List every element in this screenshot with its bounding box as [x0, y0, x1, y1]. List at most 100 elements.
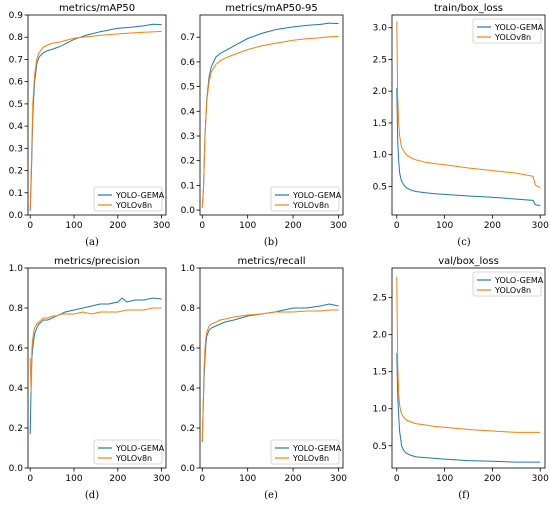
y-tick-label: 0.0	[9, 211, 24, 221]
y-tick-label: 2.5	[373, 55, 387, 65]
x-tick-label: 300	[153, 221, 170, 231]
legend-entry: YOLO-GEMA	[494, 276, 544, 285]
legend-entry: YOLOv8n	[115, 201, 152, 210]
y-tick-label: 0.8	[181, 304, 196, 314]
y-tick-label: 0.2	[9, 424, 23, 434]
y-tick-label: 0.6	[181, 58, 196, 68]
y-tick-label: 0.7	[181, 33, 195, 43]
x-tick-label: 100	[239, 474, 256, 484]
legend-entry: YOLOv8n	[494, 33, 531, 42]
legend-entry: YOLO-GEMA	[494, 23, 544, 32]
x-tick-label: 200	[484, 221, 501, 231]
y-tick-label: 0.3	[9, 144, 23, 154]
y-tick-label: 0.2	[181, 157, 195, 167]
y-tick-label: 0.4	[9, 122, 24, 132]
series-line-yolo-gema	[201, 303, 339, 443]
x-tick-label: 0	[27, 474, 33, 484]
series-line-yolo-gema	[29, 297, 162, 435]
panel-label: (b)	[264, 237, 278, 248]
x-tick-label: 100	[65, 474, 82, 484]
x-tick-label: 300	[532, 221, 549, 231]
axes-frame	[391, 14, 546, 216]
y-tick-label: 0.0	[181, 206, 196, 216]
y-tick-label: 0.0	[9, 464, 24, 474]
y-tick-label: 0.5	[373, 442, 387, 452]
panel-label: (a)	[85, 237, 99, 248]
legend-entry: YOLO-GEMA	[292, 191, 342, 200]
x-tick-label: 300	[532, 474, 549, 484]
x-tick-label: 0	[199, 221, 205, 231]
y-tick-label: 0.5	[181, 83, 195, 93]
legend-entry: YOLO-GEMA	[115, 444, 165, 453]
y-tick-label: 2.0	[373, 87, 388, 97]
axes-frame	[27, 267, 167, 469]
chart-title: val/box_loss	[438, 256, 499, 267]
y-tick-label: 0.7	[9, 55, 23, 65]
series-line-yolov8n	[201, 309, 339, 443]
series-line-yolov8n	[201, 36, 339, 208]
y-tick-label: 0.2	[9, 167, 23, 177]
panel-1: metrics/mAP50 0 100 200 300 0.0 0.1 0.2 0.3 0.4 0.…	[9, 3, 171, 248]
series-line-yolov8n	[396, 21, 541, 189]
y-tick-label: 0.8	[9, 304, 24, 314]
y-tick-label: 0.5	[9, 100, 23, 110]
y-tick-label: 0.5	[373, 182, 387, 192]
y-tick-label: 0.4	[181, 107, 196, 117]
legend-entry: YOLO-GEMA	[292, 444, 342, 453]
x-tick-label: 200	[109, 221, 126, 231]
y-tick-label: 1.0	[373, 405, 388, 415]
axes-frame	[391, 267, 546, 469]
axes-frame	[199, 267, 344, 469]
axes-frame	[27, 14, 167, 216]
panel-label: (c)	[457, 237, 471, 248]
legend-entry: YOLOv8n	[292, 201, 329, 210]
series-line-yolo-gema	[201, 22, 339, 208]
x-tick-label: 200	[284, 474, 301, 484]
chart-title: metrics/mAP50-95	[225, 3, 317, 14]
series-line-yolov8n	[29, 30, 162, 211]
chart-title: train/box_loss	[434, 3, 503, 14]
panel-5: metrics/recall 0 100 200 300 0.0 0.2 0.4 0.6 0.8 1…	[181, 256, 348, 501]
x-tick-label: 0	[394, 221, 400, 231]
panel-label: (d)	[85, 490, 99, 501]
x-tick-label: 0	[27, 221, 33, 231]
y-tick-label: 1.5	[373, 368, 387, 378]
series-line-yolov8n	[396, 276, 541, 433]
axes-frame	[199, 14, 344, 216]
series-line-yolo-gema	[396, 87, 541, 206]
y-tick-label: 1.0	[181, 264, 196, 274]
x-tick-label: 300	[330, 474, 347, 484]
y-tick-label: 3.0	[373, 24, 388, 34]
y-tick-label: 0.3	[181, 132, 195, 142]
y-tick-label: 0.1	[9, 189, 23, 199]
y-tick-label: 0.9	[9, 11, 24, 21]
x-tick-label: 0	[394, 474, 400, 484]
panel-label: (e)	[264, 490, 278, 501]
y-tick-label: 1.0	[373, 151, 388, 161]
legend-entry: YOLO-GEMA	[115, 191, 165, 200]
x-tick-label: 200	[109, 474, 126, 484]
y-tick-label: 1.0	[9, 264, 24, 274]
y-tick-label: 2.0	[373, 331, 388, 341]
series-line-yolo-gema	[29, 23, 162, 211]
series-line-yolov8n	[29, 307, 162, 393]
x-tick-label: 300	[330, 221, 347, 231]
x-tick-label: 100	[65, 221, 82, 231]
x-tick-label: 100	[436, 474, 453, 484]
panel-4: metrics/precision 0 100 200 300 0.0 0.2 0.4 0.6 0…	[9, 256, 171, 501]
x-tick-label: 100	[239, 221, 256, 231]
x-tick-label: 100	[436, 221, 453, 231]
legend-entry: YOLOv8n	[115, 454, 152, 463]
y-tick-label: 0.2	[181, 424, 195, 434]
y-tick-label: 2.5	[373, 294, 387, 304]
series-line-yolo-gema	[396, 353, 541, 463]
panel-label: (f)	[458, 490, 470, 501]
y-tick-label: 0.4	[9, 384, 24, 394]
panel-3: train/box_loss 0 100 200 300 0.5 1.0 1.5 2.0 2.5 3…	[373, 3, 549, 248]
